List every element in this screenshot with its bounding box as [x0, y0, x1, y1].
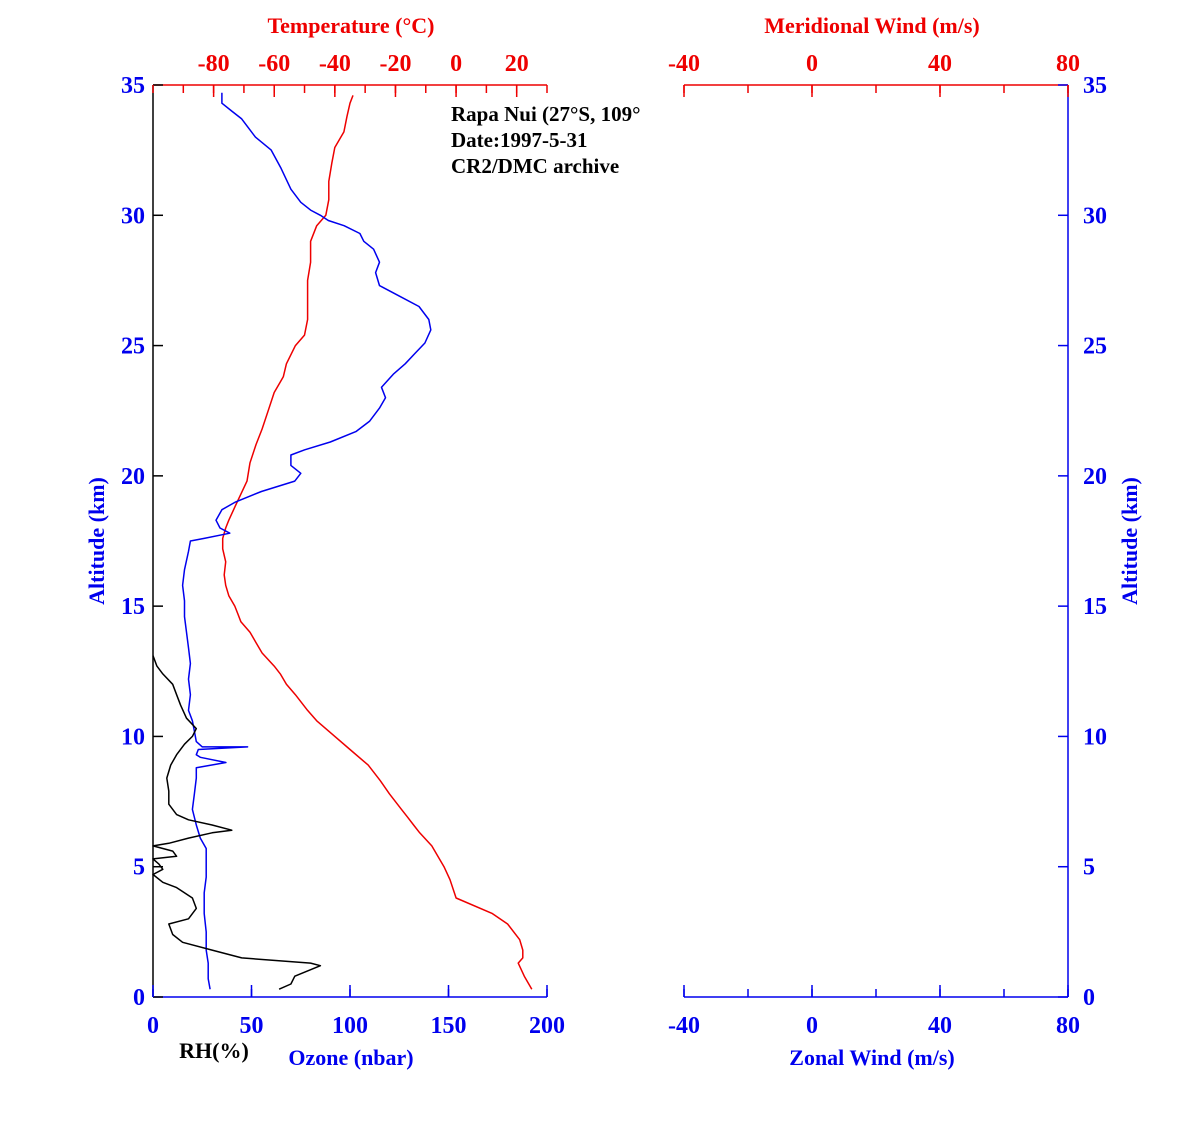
x-tick-label: -40 [668, 1013, 700, 1039]
x-tick-label: -20 [379, 51, 411, 77]
y-tick-label: 0 [133, 985, 145, 1011]
y-tick-label: 35 [1083, 73, 1107, 99]
y-tick-label: 15 [121, 594, 145, 620]
ozone-profile-line [181, 92, 432, 990]
date-label: Date:1997-5-31 [451, 128, 587, 152]
y-tick-label: 20 [121, 464, 145, 490]
y-tick-label: 0 [1083, 985, 1095, 1011]
y-tick-label: 25 [1083, 334, 1107, 360]
ozone-axis-title: Ozone (nbar) [288, 1045, 413, 1070]
x-tick-label: 0 [147, 1013, 159, 1039]
station-label: Rapa Nui (27°S, 109° [451, 102, 641, 126]
y-tick-label: 5 [133, 855, 145, 881]
temperature-profile-line [221, 95, 533, 990]
x-tick-label: 50 [240, 1013, 264, 1039]
x-tick-label: 100 [332, 1013, 368, 1039]
x-tick-label: 20 [505, 51, 529, 77]
y-tick-label: 35 [121, 73, 145, 99]
x-tick-label: -40 [319, 51, 351, 77]
x-tick-label: 200 [529, 1013, 565, 1039]
y-tick-label: 10 [121, 724, 145, 750]
y-tick-label: 30 [121, 203, 145, 229]
x-tick-label: 150 [431, 1013, 467, 1039]
right-altitude-axis-title: Altitude (km) [1117, 477, 1142, 605]
x-tick-label: 80 [1056, 1013, 1080, 1039]
y-tick-label: 5 [1083, 855, 1095, 881]
right-panel: 0 5 10 15 20 25 30 35 -40 0 40 80 -40 0 40 80 Meridio… [668, 13, 1142, 1070]
archive-label: CR2/DMC archive [451, 154, 619, 178]
x-tick-label: 0 [450, 51, 462, 77]
x-tick-label: -40 [668, 51, 700, 77]
y-tick-label: 10 [1083, 724, 1107, 750]
x-tick-label: 0 [806, 51, 818, 77]
left-altitude-axis-title: Altitude (km) [84, 477, 109, 605]
x-tick-label: 40 [928, 1013, 952, 1039]
meridional-wind-axis-title: Meridional Wind (m/s) [764, 13, 980, 38]
rh-profile-line [152, 655, 322, 990]
x-tick-label: 80 [1056, 51, 1080, 77]
rh-axis-title: RH(%) [179, 1038, 249, 1063]
x-tick-label: -60 [258, 51, 290, 77]
y-tick-label: 15 [1083, 594, 1107, 620]
y-tick-label: 25 [121, 334, 145, 360]
zonal-wind-axis-title: Zonal Wind (m/s) [789, 1045, 954, 1070]
x-tick-label: -80 [198, 51, 230, 77]
x-tick-label: 40 [928, 51, 952, 77]
x-tick-label: 0 [806, 1013, 818, 1039]
y-tick-label: 20 [1083, 464, 1107, 490]
temperature-axis-title: Temperature (°C) [267, 13, 434, 38]
y-tick-label: 30 [1083, 203, 1107, 229]
